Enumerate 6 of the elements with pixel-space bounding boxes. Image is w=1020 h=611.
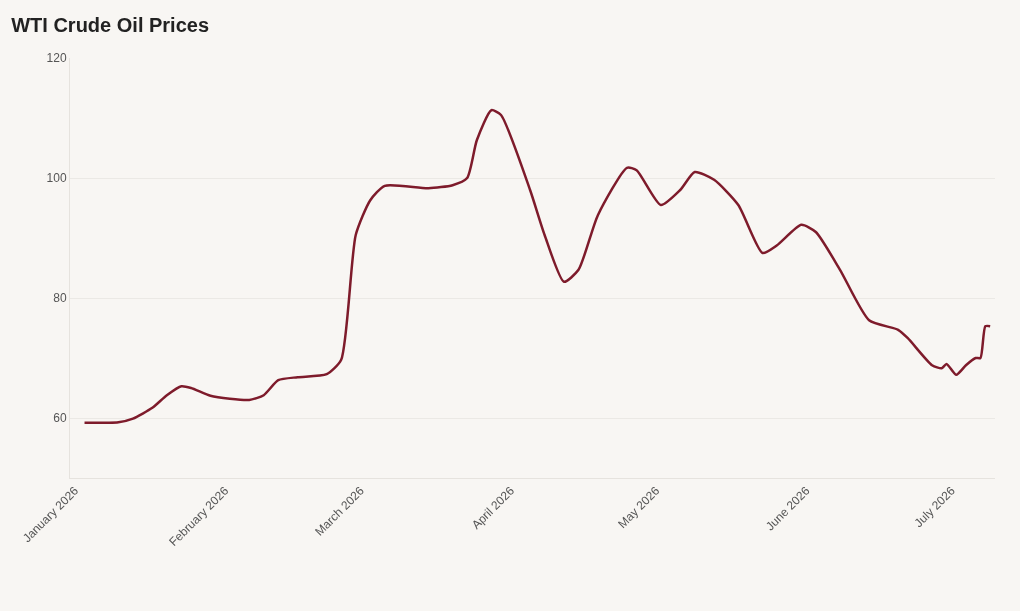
y-tick-label: 80	[53, 291, 67, 306]
y-tick-label: 100	[46, 171, 67, 186]
y-tick-label: 60	[53, 411, 67, 426]
y-tick-label: 120	[46, 51, 67, 66]
chart-title: WTI Crude Oil Prices	[11, 14, 210, 37]
line-series	[83, 108, 992, 425]
